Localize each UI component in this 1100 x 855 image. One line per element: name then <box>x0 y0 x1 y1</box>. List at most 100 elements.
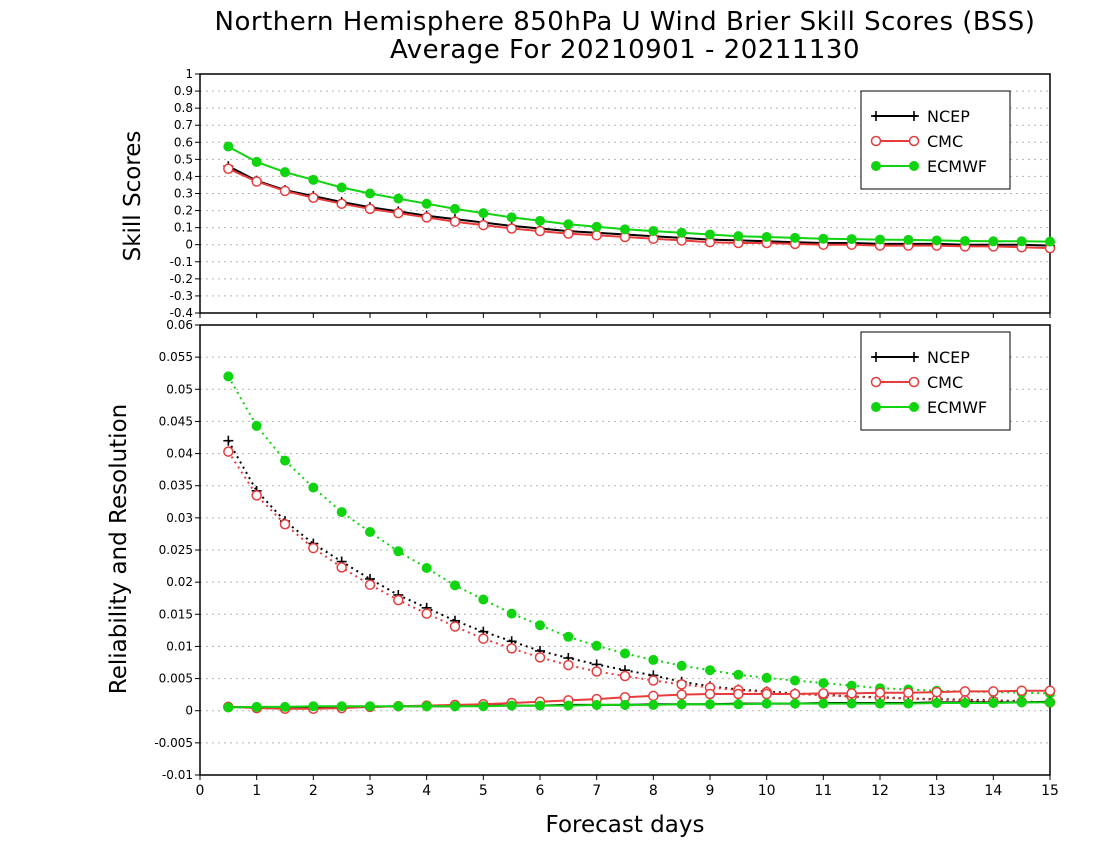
data-point <box>846 688 857 699</box>
data-point <box>279 185 291 197</box>
data-point <box>676 699 687 710</box>
legend-label: ECMWF <box>927 157 987 176</box>
legend-marker-end <box>909 402 919 412</box>
data-point <box>761 232 772 243</box>
data-point <box>846 234 857 245</box>
data-point <box>620 224 630 235</box>
data-point <box>761 688 772 700</box>
data-point <box>535 215 545 226</box>
legend-marker-start <box>871 352 881 362</box>
x-tick-label: 7 <box>592 783 601 799</box>
data-point <box>364 579 376 590</box>
top-y-tick-label: 0 <box>185 238 193 252</box>
data-point <box>393 207 404 219</box>
data-point <box>648 699 659 710</box>
data-point <box>931 235 942 246</box>
data-point <box>336 198 347 209</box>
data-point <box>648 690 659 702</box>
legend-item-ncep: NCEP <box>871 348 970 367</box>
data-point <box>534 652 546 663</box>
data-point <box>960 698 970 708</box>
data-point <box>308 482 319 493</box>
bottom-y-tick-label: 0.05 <box>166 382 193 396</box>
data-point <box>676 227 687 238</box>
data-point <box>365 701 375 712</box>
data-point <box>478 633 489 644</box>
data-point <box>988 236 999 247</box>
data-point <box>1016 236 1027 247</box>
chart-title-line-2: Average For 20210901 - 20211130 <box>390 35 860 65</box>
bottom-line-ncep <box>227 440 1051 704</box>
data-point <box>223 702 234 713</box>
data-point <box>223 371 234 382</box>
bottom-series-ecmwf-reliability <box>223 697 1055 713</box>
bottom-line-cmc <box>227 451 1051 704</box>
data-point <box>591 230 602 241</box>
data-point <box>506 223 517 234</box>
data-point <box>393 546 404 557</box>
data-point <box>478 219 489 231</box>
data-point <box>421 563 432 573</box>
data-point <box>449 216 461 227</box>
top-y-tick-label: 0.6 <box>174 135 193 149</box>
data-point <box>931 686 942 698</box>
data-point <box>279 519 291 530</box>
data-point <box>450 701 460 712</box>
data-point <box>903 687 914 698</box>
x-tick-label: 0 <box>196 783 205 799</box>
reliability-resolution-panel: -0.01 -0.005 0 0.005 0.01 0.015 0.02 0.025 0.03 0… <box>154 318 1059 799</box>
data-point <box>450 580 460 591</box>
top-y-tick-label: 0.7 <box>174 118 193 132</box>
bottom-y-tick-label: 0.015 <box>159 607 193 621</box>
data-point <box>280 455 290 466</box>
bottom-y-tick-label: 0.02 <box>166 575 193 589</box>
data-point <box>563 219 574 230</box>
bottom-y-tick-label: -0.01 <box>162 768 193 782</box>
data-point <box>790 698 800 709</box>
bottom-y-tick-label: 0.06 <box>166 318 193 332</box>
data-point <box>761 698 772 709</box>
data-point <box>676 679 687 690</box>
bottom-y-tick-label: 0.035 <box>159 479 193 493</box>
data-point <box>364 203 376 215</box>
data-point <box>308 542 319 554</box>
data-point <box>563 631 574 642</box>
data-point <box>1016 685 1027 697</box>
top-y-axis: -0.4 -0.3 -0.2 -0.1 0 0.1 0.2 0.3 0.4 0.5 0.6 0.7 0.… <box>170 67 200 320</box>
data-point <box>506 643 517 654</box>
data-point <box>818 698 829 709</box>
bottom-y-axis: -0.01 -0.005 0 0.005 0.01 0.015 0.02 0.025 0.03 0… <box>154 318 200 782</box>
bottom-x-axis: 0 1 2 3 4 5 6 7 8 9 10 11 12 13 14 15 <box>196 775 1059 799</box>
data-point <box>336 701 347 712</box>
top-y-tick-label: 0.1 <box>174 221 193 235</box>
data-point <box>336 562 347 573</box>
x-tick-label: 2 <box>309 783 318 799</box>
top-y-tick-label: -0.4 <box>170 306 193 320</box>
data-point <box>336 182 347 193</box>
data-point <box>478 208 489 219</box>
data-point <box>676 660 687 671</box>
legend-marker-end <box>908 135 920 147</box>
data-point <box>393 193 404 204</box>
data-point <box>506 608 517 619</box>
data-point <box>790 232 800 243</box>
data-point <box>251 156 262 167</box>
x-tick-label: 5 <box>479 783 488 799</box>
skill-score-panel: -0.4 -0.3 -0.2 -0.1 0 0.1 0.2 0.3 0.4 0.5 0.6 0.7 0.… <box>170 67 1056 320</box>
top-y-axis-label: Skill Scores <box>120 131 146 262</box>
data-point <box>705 229 715 240</box>
x-tick-label: 6 <box>536 783 545 799</box>
bottom-y-tick-label: 0.025 <box>159 543 193 557</box>
x-tick-label: 13 <box>928 783 946 799</box>
top-y-tick-label: -0.2 <box>170 272 193 286</box>
top-y-tick-label: 0.4 <box>174 169 193 183</box>
data-point <box>478 701 489 712</box>
data-point <box>733 688 744 700</box>
chart-title-line-1: Northern Hemisphere 850hPa U Wind Brier … <box>215 7 1036 37</box>
legend-marker-end <box>908 376 920 388</box>
bottom-y-tick-label: 0 <box>185 704 193 718</box>
data-point <box>393 594 404 606</box>
data-point <box>1016 697 1027 708</box>
legend-item-ecmwf: ECMWF <box>871 398 987 417</box>
